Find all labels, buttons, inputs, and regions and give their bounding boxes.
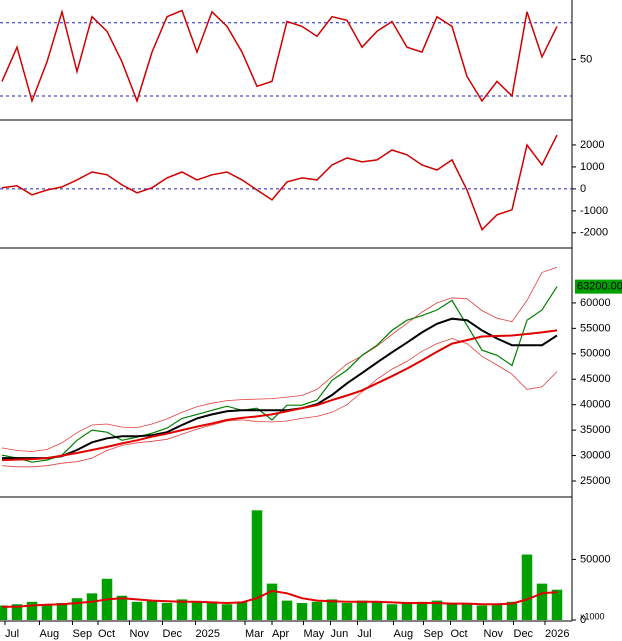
volume-bar — [506, 601, 518, 620]
volume-bar — [146, 600, 158, 620]
volume-bar — [266, 583, 278, 620]
y-tick-label: 0 — [580, 183, 586, 195]
volume-bar — [446, 603, 458, 620]
volume-bar — [191, 601, 203, 620]
volume-bar — [236, 601, 248, 620]
y-tick-label: -1000 — [580, 205, 608, 217]
x-tick-label: Sep — [424, 628, 444, 640]
x-tick-label: May — [304, 628, 325, 640]
y-tick-label: 55000 — [580, 322, 611, 334]
x-tick-label: Jul — [5, 628, 19, 640]
series-line — [1, 134, 558, 232]
volume-bar — [296, 603, 308, 620]
x-tick-label: Sep — [73, 628, 93, 640]
volume-bar — [521, 554, 533, 620]
volume-bar — [356, 600, 368, 620]
x-tick-label: Mar — [245, 628, 264, 640]
y-tick-label: 45000 — [580, 373, 611, 385]
y-tick-label: 50000 — [580, 553, 611, 565]
volume-bar — [536, 583, 548, 620]
volume-bar — [431, 600, 443, 620]
series-line — [1, 8, 558, 104]
volume-bar — [326, 599, 338, 620]
volume-bar — [476, 605, 488, 620]
x-tick-label: Nov — [130, 628, 150, 640]
y-tick-label: 50 — [580, 53, 592, 65]
x-tick-label: Dec — [514, 628, 534, 640]
x-tick-label: Aug — [394, 628, 414, 640]
volume-bar — [401, 603, 413, 620]
series-line — [1, 329, 558, 462]
last-price-box — [575, 279, 622, 294]
volume-bar — [551, 589, 563, 620]
series-line — [1, 286, 558, 463]
y-tick-label: 1000 — [580, 161, 604, 173]
x-tick-label: Jun — [331, 628, 349, 640]
volume-bar — [461, 604, 473, 620]
volume-bar — [86, 593, 98, 620]
x-tick-label: Aug — [40, 628, 60, 640]
volume-bar — [71, 598, 83, 620]
x-tick-label: Nov — [484, 628, 504, 640]
volume-bar — [26, 601, 38, 620]
volume-bar — [221, 604, 233, 620]
volume-bar — [116, 595, 128, 620]
unit-label: x1000 — [580, 611, 605, 621]
y-tick-label: -2000 — [580, 227, 608, 239]
volume-bar — [251, 510, 263, 620]
volume-bar — [386, 604, 398, 620]
last-price-label: 63200.00 — [577, 281, 622, 293]
y-tick-label: 0 — [580, 614, 586, 626]
volume-bar — [161, 603, 173, 620]
volume-bar — [11, 604, 23, 620]
x-tick-label: Oct — [451, 628, 468, 640]
x-tick-label: 2025 — [196, 628, 220, 640]
volume-bar — [56, 603, 68, 620]
y-tick-label: 25000 — [580, 475, 611, 487]
volume-bar — [176, 599, 188, 620]
y-tick-label: 50000 — [580, 348, 611, 360]
volume-bar — [491, 604, 503, 620]
x-tick-label: Oct — [98, 628, 115, 640]
x-tick-label: Dec — [163, 628, 183, 640]
volume-bar — [416, 601, 428, 620]
x-tick-label: Jul — [358, 628, 372, 640]
y-tick-label: 60000 — [580, 297, 611, 309]
volume-bar — [41, 605, 53, 620]
volume-bar — [0, 605, 8, 620]
volume-bar — [281, 600, 293, 620]
volume-bar — [131, 601, 143, 620]
volume-bar — [341, 603, 353, 620]
y-tick-label: 30000 — [580, 449, 611, 461]
series-line — [1, 266, 558, 452]
series-line — [2, 589, 558, 608]
series-line — [1, 338, 558, 468]
x-tick-label: Apr — [272, 628, 289, 640]
x-tick-label: 2026 — [545, 628, 569, 640]
y-tick-label: 2000 — [580, 139, 604, 151]
volume-bar — [371, 601, 383, 620]
volume-bar — [311, 601, 323, 620]
volume-bar — [206, 603, 218, 620]
y-tick-label: 40000 — [580, 399, 611, 411]
y-tick-label: 35000 — [580, 424, 611, 436]
series-line — [2, 317, 558, 460]
